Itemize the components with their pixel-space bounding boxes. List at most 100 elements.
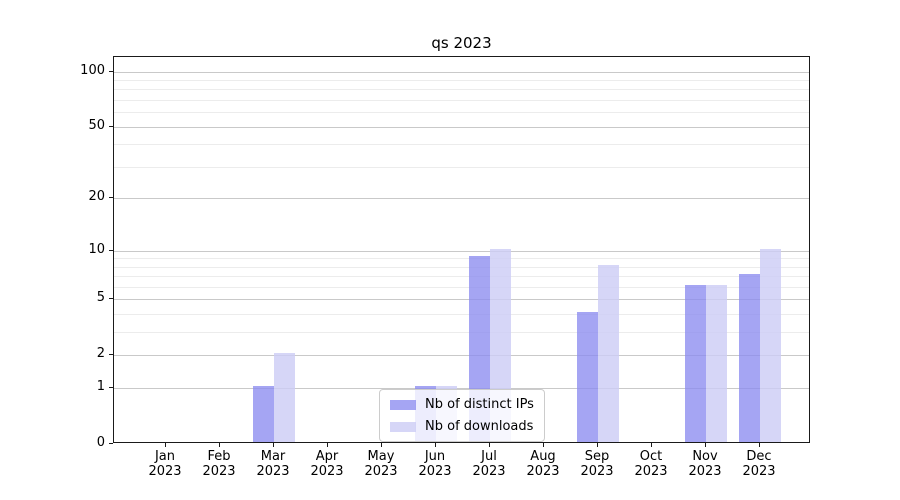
x-tick-year: 2023 [364,464,398,479]
x-tick-month: Jul [481,449,497,464]
x-tick-year: 2023 [202,464,236,479]
x-tick-mark [165,443,166,447]
x-tick-month: Feb [207,449,231,464]
minor-gridline [114,112,809,114]
x-tick-year: 2023 [310,464,344,479]
y-tick-mark [109,125,113,127]
minor-gridline [114,287,809,288]
x-tick-mark [597,443,598,447]
x-tick-year: 2023 [634,464,668,479]
bar-distinct-ips [577,312,598,442]
x-tick-month: May [367,449,395,464]
minor-gridline [114,89,809,91]
x-tick-year: 2023 [742,464,776,479]
minor-gridline [114,266,809,268]
x-tick-label: Mar 2023 [243,449,303,479]
x-tick-mark [489,443,490,447]
x-tick-year: 2023 [472,464,506,479]
major-gridline [114,388,809,390]
x-tick-year: 2023 [688,464,722,479]
y-tick-mark [109,443,113,444]
x-tick-mark [219,443,220,447]
x-tick-mark [759,443,760,447]
x-tick-month: Oct [639,449,663,464]
plot-area: Nb of distinct IPs Nb of downloads [113,56,810,443]
major-gridline [114,126,809,128]
major-gridline [114,355,809,357]
major-gridline [114,198,809,200]
x-tick-mark [705,443,706,447]
x-tick-mark [543,443,544,447]
minor-gridline [114,314,809,316]
x-tick-year: 2023 [148,464,182,479]
y-tick-label: 100 [80,62,105,78]
bar-downloads [598,264,619,442]
x-tick-label: Oct 2023 [621,449,681,479]
y-tick-label: 50 [88,117,105,133]
y-tick-label: 1 [96,379,105,395]
x-tick-mark [327,443,328,447]
x-tick-year: 2023 [256,464,290,479]
y-tick-mark [109,387,113,389]
x-tick-label: Dec 2023 [729,449,789,479]
legend-label-downloads: Nb of downloads [425,419,534,434]
x-tick-month: Dec [746,449,772,464]
x-tick-label: Apr 2023 [297,449,357,479]
minor-gridline [114,332,809,334]
bar-downloads [706,285,727,442]
x-tick-mark [273,443,274,447]
y-tick-label: 0 [96,435,105,450]
x-tick-year: 2023 [580,464,614,479]
major-gridline [114,299,809,301]
minor-gridline [114,166,809,168]
x-tick-label: Feb 2023 [189,449,249,479]
minor-gridline [114,276,809,278]
legend-item-downloads: Nb of downloads [390,419,534,434]
x-tick-mark [381,443,382,447]
y-tick-mark [109,354,113,356]
x-tick-label: Nov 2023 [675,449,735,479]
bar-downloads [274,353,295,442]
legend-swatch-downloads [390,421,416,432]
y-tick-mark [109,298,113,300]
minor-gridline [114,144,809,146]
x-tick-year: 2023 [526,464,560,479]
x-tick-label: Sep 2023 [567,449,627,479]
x-tick-mark [651,443,652,447]
minor-gridline [114,258,809,260]
bar-downloads [760,248,781,442]
y-tick-label: 10 [88,241,105,257]
x-tick-month: Sep [584,449,610,464]
x-tick-label: Jan 2023 [135,449,195,479]
y-tick-label: 2 [96,346,105,362]
legend-item-distinct-ips: Nb of distinct IPs [390,397,534,412]
x-tick-label: Jun 2023 [405,449,465,479]
x-tick-label: Jul 2023 [459,449,519,479]
bar-distinct-ips [253,386,274,442]
x-tick-label: May 2023 [351,449,411,479]
y-tick-mark [109,197,113,199]
chart-title: qs 2023 [431,34,492,52]
x-tick-month: Jun [424,449,446,464]
x-tick-month: Jan [154,449,176,464]
x-tick-mark [435,443,436,447]
legend: Nb of distinct IPs Nb of downloads [379,389,545,442]
x-tick-month: Apr [315,449,339,464]
x-tick-month: Aug [530,449,556,464]
y-tick-mark [109,70,113,72]
x-tick-month: Mar [260,449,286,464]
major-gridline [114,250,809,252]
y-tick-mark [109,249,113,251]
major-gridline [114,71,809,73]
x-tick-month: Nov [692,449,718,464]
y-tick-label: 20 [88,189,105,205]
legend-label-distinct-ips: Nb of distinct IPs [425,397,534,412]
x-tick-year: 2023 [418,464,452,479]
bar-distinct-ips [685,285,706,442]
minor-gridline [114,80,809,81]
bar-distinct-ips [739,274,760,442]
x-tick-label: Aug 2023 [513,449,573,479]
y-tick-label: 5 [96,290,105,306]
minor-gridline [114,100,809,101]
